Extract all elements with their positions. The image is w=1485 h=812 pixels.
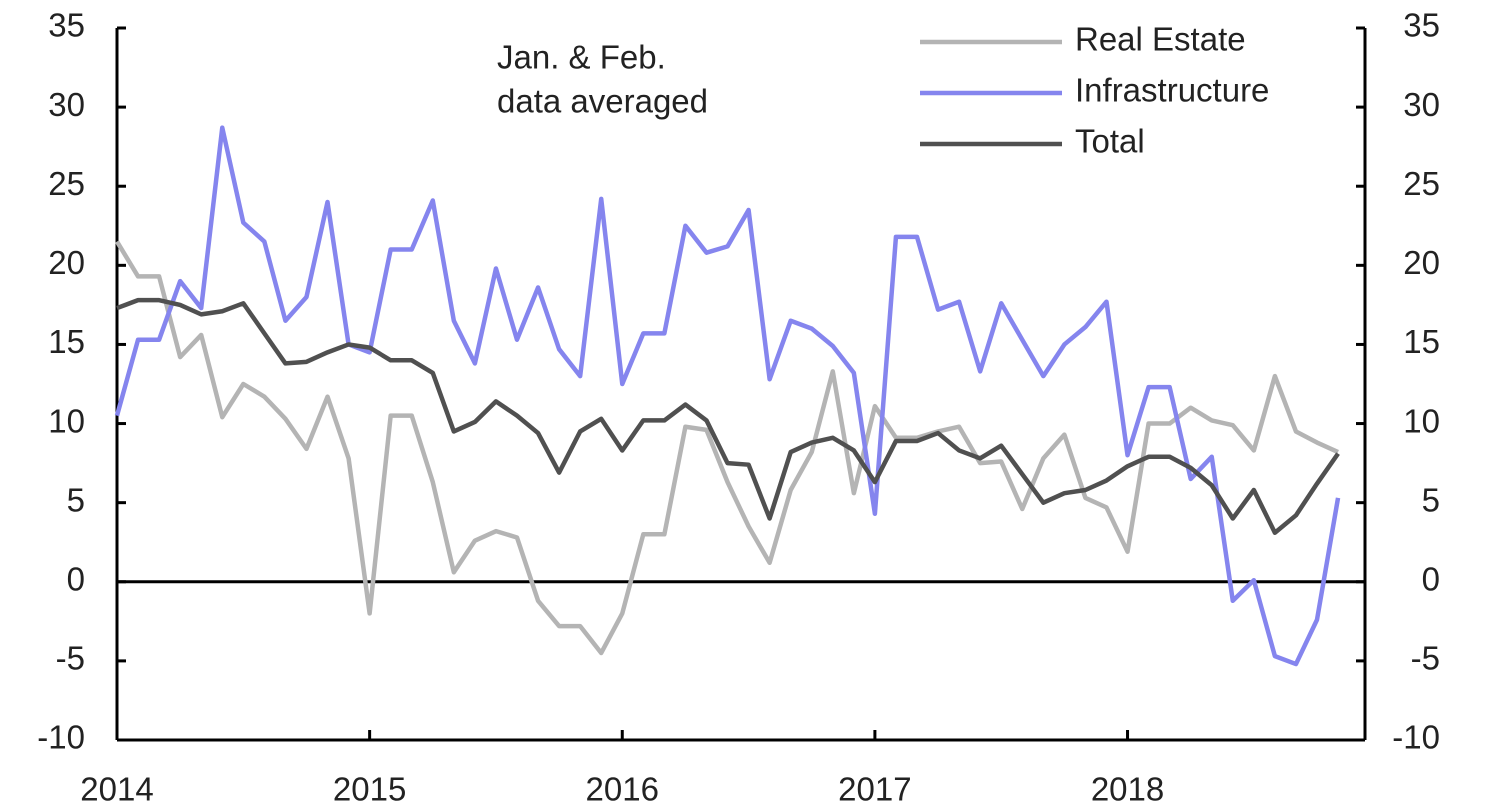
y-tick-label: 10 [48, 402, 85, 439]
y2-tick-label: -10 [1392, 719, 1440, 756]
x-tick-label: 2014 [80, 771, 153, 808]
y-tick-label: 20 [48, 244, 85, 281]
y-tick-label: -10 [37, 719, 85, 756]
series-line [116, 297, 1340, 535]
legend-label: Real Estate [1075, 21, 1246, 58]
y2-tick-label: 0 [1422, 560, 1440, 597]
y2-tick-label: 15 [1403, 323, 1440, 360]
series-line [115, 240, 1339, 656]
y-tick-label: 25 [48, 165, 85, 202]
y2-tick-label: -5 [1411, 640, 1440, 677]
y2-tick-label: 5 [1422, 481, 1440, 518]
x-tick-label: 2016 [586, 771, 659, 808]
y-tick-label: 15 [48, 323, 85, 360]
y2-tick-label: 20 [1403, 244, 1440, 281]
annotation: Jan. & Feb. [497, 39, 666, 76]
y2-tick-label: 35 [1403, 7, 1440, 44]
x-tick-label: 2015 [333, 771, 406, 808]
x-tick-label: 2018 [1091, 771, 1164, 808]
y-tick-label: 30 [48, 86, 85, 123]
y-tick-label: 35 [48, 7, 85, 44]
y-tick-label: -5 [56, 640, 85, 677]
y2-tick-label: 25 [1403, 165, 1440, 202]
legend-label: Total [1075, 123, 1145, 160]
y-tick-label: 5 [67, 481, 85, 518]
series-line [114, 125, 1341, 667]
annotation: data averaged [497, 83, 708, 120]
y-tick-label: 0 [67, 560, 85, 597]
y2-tick-label: 10 [1403, 402, 1440, 439]
y2-tick-label: 30 [1403, 86, 1440, 123]
legend-label: Infrastructure [1075, 72, 1269, 109]
x-tick-label: 2017 [838, 771, 911, 808]
